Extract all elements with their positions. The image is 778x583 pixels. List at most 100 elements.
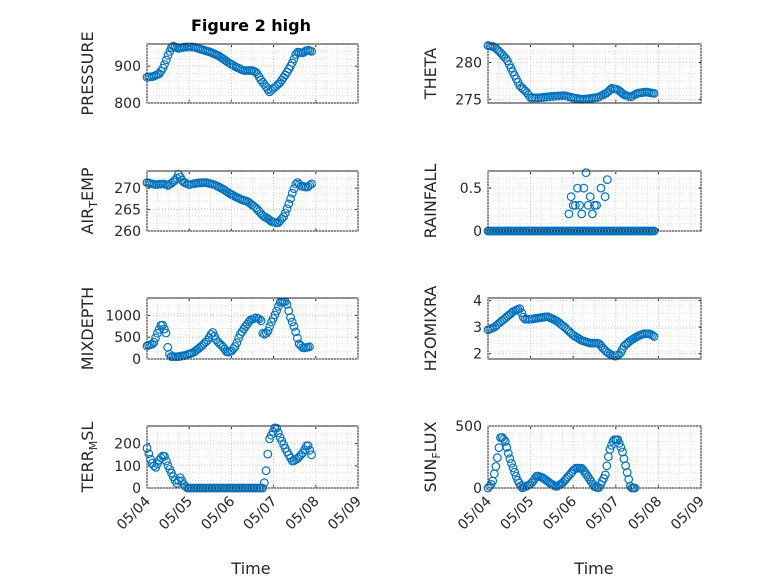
data-point bbox=[254, 314, 264, 324]
y-tick-label: 0 bbox=[132, 481, 141, 497]
x-tick-label: 05/04 bbox=[455, 493, 495, 533]
y-tick-label: 900 bbox=[114, 59, 141, 75]
data-point bbox=[289, 54, 299, 64]
y-tick-label: 280 bbox=[455, 55, 482, 71]
x-axis-label-left: Time bbox=[230, 559, 270, 578]
data-point bbox=[564, 209, 574, 219]
data-point bbox=[499, 434, 509, 444]
data-point bbox=[515, 304, 525, 314]
data-point bbox=[256, 316, 266, 326]
data-point bbox=[273, 428, 283, 438]
y-tick-label: 0 bbox=[132, 352, 141, 368]
data-point bbox=[493, 453, 502, 463]
data-point bbox=[575, 200, 584, 210]
x-tick-label: 05/05 bbox=[156, 494, 196, 534]
data-point bbox=[648, 331, 657, 340]
subplot-pressure: 800 900 PRESSURE bbox=[78, 31, 359, 116]
data-point bbox=[232, 338, 242, 348]
data-point bbox=[649, 332, 659, 341]
x-tick-label: 05/04 bbox=[114, 493, 154, 533]
y-tick-label: 500 bbox=[455, 419, 482, 435]
subplot-rainfall: 0 0.5 RAINFALL bbox=[421, 164, 702, 240]
y-tick-label: 0 bbox=[473, 481, 482, 497]
data-point bbox=[161, 456, 171, 466]
x-tick-label: 05/09 bbox=[325, 494, 365, 534]
data-point bbox=[585, 192, 595, 202]
data-point bbox=[505, 454, 515, 464]
data-point bbox=[270, 310, 280, 320]
data-point bbox=[291, 327, 301, 337]
data-point bbox=[491, 462, 501, 471]
data-point bbox=[502, 443, 512, 452]
data-point bbox=[265, 322, 275, 331]
data-point bbox=[234, 333, 244, 343]
data-point bbox=[600, 470, 610, 480]
data-point bbox=[600, 192, 610, 202]
data-point bbox=[489, 469, 499, 479]
y-tick-label: 1000 bbox=[105, 308, 141, 324]
subplot-air-temp: 260 265 270 AIRTEMP bbox=[78, 167, 359, 240]
data-point bbox=[583, 200, 593, 210]
data-point bbox=[282, 204, 292, 214]
data-point bbox=[616, 443, 626, 452]
data-point bbox=[305, 445, 315, 455]
data-point bbox=[602, 175, 612, 185]
data-point bbox=[503, 448, 513, 458]
data-point bbox=[149, 337, 159, 347]
data-point bbox=[510, 467, 519, 477]
data-point bbox=[605, 445, 615, 454]
y-axis-label: THETA bbox=[421, 48, 440, 100]
data-point bbox=[272, 306, 282, 316]
data-point bbox=[287, 317, 297, 327]
y-axis-label: H2OMIXRA bbox=[421, 286, 440, 372]
data-point bbox=[293, 333, 302, 343]
data-point bbox=[259, 478, 269, 488]
data-point bbox=[581, 168, 591, 178]
data-point bbox=[305, 342, 314, 352]
data-point bbox=[161, 328, 171, 338]
x-tick-label: 05/08 bbox=[283, 494, 323, 534]
y-axis-label: RAINFALL bbox=[421, 164, 440, 239]
data-point bbox=[577, 209, 587, 219]
x-tick-label: 05/07 bbox=[583, 494, 623, 534]
x-tick-label: 05/08 bbox=[625, 494, 665, 534]
data-point bbox=[596, 183, 606, 193]
data-point bbox=[261, 466, 271, 476]
y-tick-label: 100 bbox=[114, 459, 141, 475]
data-point bbox=[284, 199, 294, 209]
y-tick-label: 260 bbox=[114, 224, 141, 240]
x-tick-label: 05/06 bbox=[540, 493, 580, 533]
y-tick-label: 0.5 bbox=[460, 181, 482, 197]
data-point bbox=[286, 313, 295, 322]
data-point bbox=[159, 324, 169, 334]
data-point bbox=[649, 88, 659, 98]
data-point bbox=[287, 188, 297, 198]
data-point bbox=[507, 458, 516, 468]
data-point bbox=[508, 463, 518, 473]
data-point bbox=[517, 308, 526, 318]
data-point bbox=[511, 471, 521, 481]
subplot-h2omixra: 2 3 4 H2OMIXRA bbox=[421, 286, 702, 372]
data-point bbox=[286, 194, 296, 204]
data-point bbox=[614, 438, 624, 448]
data-point bbox=[263, 449, 273, 459]
x-axis-label-right: Time bbox=[573, 559, 613, 578]
data-point bbox=[282, 299, 292, 309]
y-tick-label: 2 bbox=[473, 347, 482, 363]
y-axis-label: TERRMSL bbox=[78, 422, 100, 494]
y-tick-label: 4 bbox=[473, 294, 482, 310]
data-point bbox=[305, 180, 315, 190]
data-point bbox=[161, 55, 171, 65]
y-axis-label: MIXDEPTH bbox=[78, 287, 97, 370]
subplot-theta: 275 280 THETA bbox=[421, 41, 702, 108]
x-tick-label: 05/05 bbox=[498, 494, 538, 534]
y-tick-label: 200 bbox=[114, 437, 141, 453]
data-point bbox=[151, 333, 161, 343]
data-point bbox=[588, 209, 597, 219]
y-tick-label: 500 bbox=[114, 330, 141, 346]
subplot-terr-msl: 05/04 05/05 05/06 05/07 05/08 05/09 0 100 200 TER… bbox=[78, 422, 365, 534]
x-tick-label: 05/07 bbox=[241, 494, 281, 534]
data-point bbox=[570, 200, 580, 210]
data-point bbox=[158, 320, 168, 330]
